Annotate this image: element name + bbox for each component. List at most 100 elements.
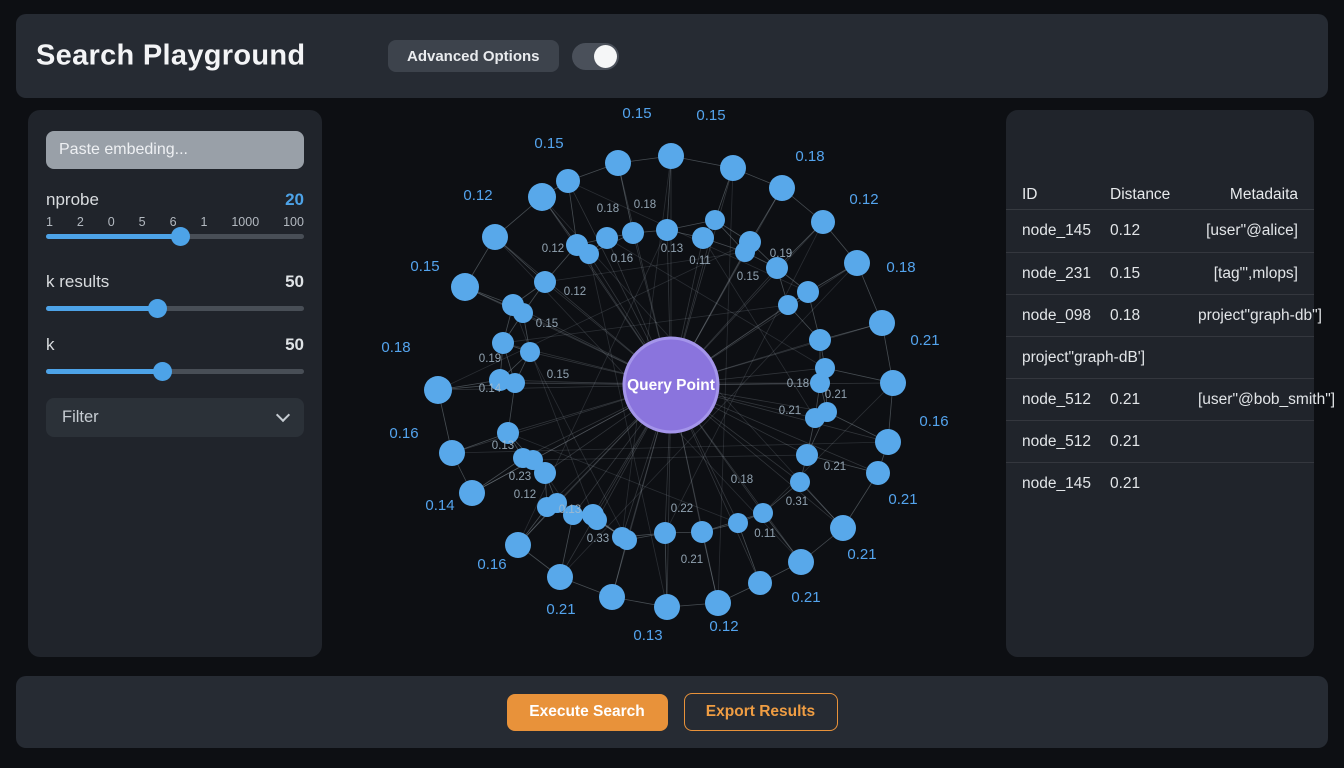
embedding-input[interactable] [46,131,304,169]
graph-edge [717,167,734,604]
graph-node[interactable] [728,513,748,533]
graph-edge [507,432,739,524]
graph-node[interactable] [596,227,618,249]
table-row[interactable]: node_145 0.21 [1006,462,1314,504]
graph-node[interactable] [805,408,825,428]
graph-node[interactable] [534,271,556,293]
nprobe-row: nprobe 20 [46,190,304,210]
distance-label: 0.12 [463,187,492,204]
execute-search-button[interactable]: Execute Search [506,693,668,731]
distance-label: 0.18 [787,378,809,390]
graph-node[interactable] [796,444,818,466]
graph-node[interactable] [753,503,773,523]
graph-edge [762,382,894,514]
graph-node[interactable] [658,143,684,169]
nprobe-slider[interactable] [46,227,304,246]
graph-node[interactable] [748,571,772,595]
graph-node[interactable] [556,169,580,193]
graph-node[interactable] [534,462,556,484]
graph-node[interactable] [735,242,755,262]
k-slider-handle[interactable] [153,362,173,381]
slider-tick-label: 1 [46,215,53,229]
graph-node[interactable] [497,422,519,444]
table-row[interactable]: node_512 0.21 [1006,420,1314,462]
graph-node[interactable] [520,342,540,362]
graph-node[interactable] [790,472,810,492]
graph-node[interactable] [459,480,485,506]
graph-node[interactable] [766,257,788,279]
toggle-knob-icon [594,45,617,68]
graph-node[interactable] [656,219,678,241]
graph-node[interactable] [492,332,514,354]
table-row[interactable]: node_145 0.12 [user"@alice] [1006,210,1314,252]
k-slider[interactable] [46,362,304,381]
graph-node[interactable] [797,281,819,303]
export-results-button[interactable]: Export Results [683,693,838,731]
nprobe-slider-handle[interactable] [171,227,191,246]
graph-node[interactable] [705,210,725,230]
result-id: node_145 [1022,222,1091,239]
graph-node[interactable] [451,273,479,301]
graph-edge [502,304,789,344]
distance-label: 0.21 [681,554,703,566]
graph-node[interactable] [563,505,583,525]
graph-node[interactable] [537,497,557,517]
distance-label: 0.15 [696,107,725,124]
table-row[interactable]: project"graph-dB'] [1006,336,1314,378]
graph-node[interactable] [654,594,680,620]
distance-label: 0.15 [534,135,563,152]
graph-node[interactable] [705,590,731,616]
graph-node[interactable] [810,373,830,393]
distance-label: 0.15 [536,318,558,330]
graph-node[interactable] [692,227,714,249]
graph-node[interactable] [622,222,644,244]
graph-node[interactable] [809,329,831,351]
graph-node[interactable] [720,155,746,181]
graph-node[interactable] [811,210,835,234]
table-row[interactable]: node_098 0.18 project"graph-db"] [1006,294,1322,336]
graph-node[interactable] [439,440,465,466]
k-results-label: k results [46,272,110,291]
graph-node[interactable] [599,584,625,610]
nprobe-label: nprobe [46,190,99,209]
graph-node[interactable] [547,564,573,590]
k-results-value: 50 [285,272,304,291]
distance-label: 0.18 [597,203,619,215]
k-results-slider[interactable] [46,299,304,318]
graph-node[interactable] [769,175,795,201]
distance-label: 0.15 [547,369,569,381]
graph-node[interactable] [844,250,870,276]
graph-node[interactable] [505,532,531,558]
graph-node[interactable] [505,373,525,393]
advanced-options-button[interactable]: Advanced Options [388,40,559,72]
graph-node[interactable] [617,530,637,550]
distance-label: 0.21 [888,491,917,508]
k-value: 50 [285,335,304,354]
graph-node[interactable] [869,310,895,336]
graph-node[interactable] [605,150,631,176]
distance-label: 0.12 [849,191,878,208]
graph-node[interactable] [579,244,599,264]
graph-node[interactable] [654,522,676,544]
graph-node[interactable] [875,429,901,455]
graph-node[interactable] [587,510,607,530]
graph-node[interactable] [830,515,856,541]
graph-node[interactable] [513,303,533,323]
query-point-node[interactable] [622,336,720,434]
graph-node[interactable] [778,295,798,315]
distance-label: 0.23 [509,471,531,483]
filter-dropdown[interactable]: Filter [46,398,304,437]
distance-label: 0.14 [479,383,502,395]
advanced-options-toggle[interactable] [572,43,619,70]
graph-node[interactable] [424,376,452,404]
graph-edge [806,454,879,474]
graph-node[interactable] [482,224,508,250]
graph-node[interactable] [528,183,556,211]
graph-node[interactable] [691,521,713,543]
k-results-slider-handle[interactable] [147,299,167,318]
table-row[interactable]: node_231 0.15 [tag"',mlops] [1006,252,1314,294]
table-row[interactable]: node_512 0.21 [user"@bob_smith"] [1006,378,1335,420]
graph-node[interactable] [880,370,906,396]
graph-node[interactable] [866,461,890,485]
graph-node[interactable] [788,549,814,575]
